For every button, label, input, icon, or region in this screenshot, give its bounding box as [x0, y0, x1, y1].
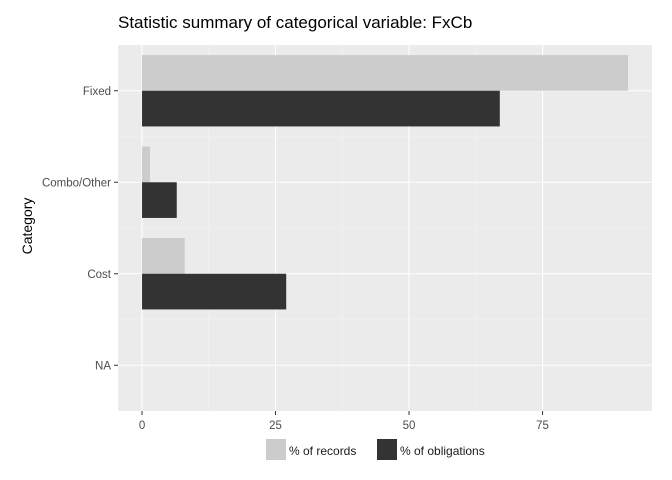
legend-item-records: % of records: [266, 439, 356, 460]
bar-obligations-fixed: [142, 90, 500, 127]
bar-records-fixed: [142, 55, 628, 91]
bars: [142, 55, 628, 310]
x-tick-label: 25: [269, 420, 282, 432]
bar-records-combo-other: [142, 146, 151, 183]
x-tick-label: 0: [139, 420, 145, 432]
chart-title: Statistic summary of categorical variabl…: [118, 13, 472, 32]
legend-swatch-records: [266, 439, 286, 460]
bar-obligations-combo-other: [142, 182, 177, 218]
legend-item-obligations: % of obligations: [377, 439, 485, 460]
legend-swatch-obligations: [377, 439, 397, 460]
legend-label-obligations: % of obligations: [400, 444, 485, 458]
legend-label-records: % of records: [289, 444, 356, 458]
legend: % of records % of obligations: [266, 439, 485, 460]
x-tick-label: 50: [403, 420, 416, 432]
y-tick-label: NA: [95, 360, 111, 372]
y-tick-label: Combo/Other: [42, 177, 111, 189]
bar-records-cost: [142, 238, 185, 274]
x-ticks: 0 25 50 75: [139, 411, 549, 432]
y-tick-label: Cost: [87, 269, 111, 281]
x-tick-label: 75: [536, 420, 549, 432]
y-ticks: Fixed Combo/Other Cost NA: [42, 86, 118, 372]
bar-obligations-cost: [142, 273, 287, 310]
y-tick-label: Fixed: [83, 86, 111, 98]
y-axis-title: Category: [19, 198, 35, 255]
